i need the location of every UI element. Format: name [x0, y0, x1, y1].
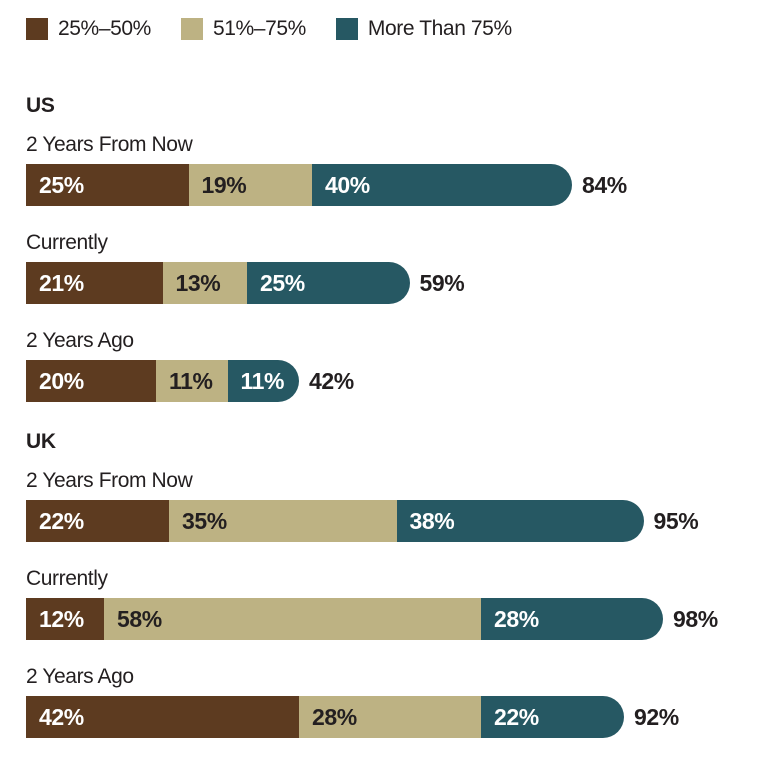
bar-segment-more-than-75: 22% [481, 696, 624, 738]
legend-item-more-than-75: More Than 75% [335, 17, 512, 40]
segment-value-label: 22% [39, 507, 84, 534]
legend-swatch-51-75-icon [180, 18, 203, 40]
total-value-label: 84% [582, 171, 627, 198]
bar-segment-25-50: 20% [26, 360, 156, 402]
bar-segment-25-50: 42% [26, 696, 299, 738]
bar-row-label: 2 Years Ago [26, 329, 134, 352]
stacked-bar: 25% 19% 40% [26, 164, 572, 206]
segment-value-label: 40% [325, 171, 370, 198]
bar-row-uk-currently: Currently 12% 58% 28% 98% [26, 567, 767, 640]
bar-row-us-2-years-from-now: 2 Years From Now 25% 19% 40% 84% [26, 133, 767, 206]
segment-value-label: 21% [39, 269, 84, 296]
stacked-bar-chart: 25%–50% 51%–75% More Than 75% US 2 Years… [26, 0, 767, 738]
bar-row-us-currently: Currently 21% 13% 25% 59% [26, 231, 767, 304]
bar-row-label: 2 Years Ago [26, 665, 134, 688]
bar-segment-51-75: 58% [104, 598, 481, 640]
bar-segment-more-than-75: 25% [247, 262, 410, 304]
legend-swatch-more-than-75-icon [335, 18, 358, 40]
segment-value-label: 12% [39, 605, 84, 632]
stacked-bar: 22% 35% 38% [26, 500, 644, 542]
bar-row-label: 2 Years From Now [26, 469, 193, 492]
bar-segment-51-75: 35% [169, 500, 397, 542]
bar-line: 42% 28% 22% 92% [26, 696, 767, 738]
segment-value-label: 25% [260, 269, 305, 296]
section-title-uk: UK [26, 430, 56, 453]
segment-value-label: 42% [39, 703, 84, 730]
section-us-rows: 2 Years From Now 25% 19% 40% 84% Currently 21%… [26, 133, 767, 402]
stacked-bar: 12% 58% 28% [26, 598, 663, 640]
total-value-label: 95% [653, 507, 699, 534]
section-us: US 2 Years From Now 25% 19% 40% 84% Currently… [26, 94, 767, 402]
segment-value-label: 22% [494, 703, 539, 730]
bar-line: 21% 13% 25% 59% [26, 262, 767, 304]
bar-segment-25-50: 22% [26, 500, 169, 542]
bar-segment-25-50: 21% [26, 262, 163, 304]
segment-value-label: 19% [201, 171, 247, 198]
segment-value-label: 11% [169, 367, 213, 394]
section-uk: UK 2 Years From Now 22% 35% 38% 95% Currently… [26, 430, 767, 738]
legend-item-25-50: 25%–50% [26, 18, 151, 40]
total-value-label: 98% [673, 605, 718, 632]
bar-row-label: Currently [26, 567, 108, 590]
bar-segment-more-than-75: 28% [481, 598, 663, 640]
bar-segment-51-75: 28% [299, 696, 481, 738]
section-title-us: US [26, 94, 55, 117]
bar-row-label: 2 Years From Now [26, 133, 193, 156]
segment-value-label: 28% [312, 703, 357, 730]
legend-label-more-than-75: More Than 75% [367, 17, 512, 40]
segment-value-label: 11% [240, 367, 285, 394]
bar-segment-more-than-75: 38% [396, 500, 644, 542]
total-value-label: 59% [419, 269, 465, 296]
segment-value-label: 28% [494, 605, 539, 632]
bar-segment-51-75: 13% [162, 262, 247, 304]
bar-segment-more-than-75: 40% [312, 164, 572, 206]
bar-segment-more-than-75: 11% [227, 360, 299, 402]
stacked-bar: 42% 28% 22% [26, 696, 624, 738]
legend-label-25-50: 25%–50% [58, 17, 151, 40]
bar-line: 20% 11% 11% 42% [26, 360, 767, 402]
segment-value-label: 20% [39, 367, 84, 394]
stacked-bar: 20% 11% 11% [26, 360, 299, 402]
section-uk-rows: 2 Years From Now 22% 35% 38% 95% Currently 12%… [26, 469, 767, 738]
segment-value-label: 58% [117, 605, 162, 632]
bar-segment-25-50: 25% [26, 164, 189, 206]
total-value-label: 42% [309, 367, 354, 394]
legend: 25%–50% 51%–75% More Than 75% [26, 0, 767, 40]
bar-line: 22% 35% 38% 95% [26, 500, 767, 542]
bar-segment-25-50: 12% [26, 598, 104, 640]
bar-line: 12% 58% 28% 98% [26, 598, 767, 640]
legend-swatch-25-50-icon [26, 18, 48, 40]
segment-value-label: 38% [409, 507, 455, 534]
bar-row-uk-2-years-from-now: 2 Years From Now 22% 35% 38% 95% [26, 469, 767, 542]
bar-line: 25% 19% 40% 84% [26, 164, 767, 206]
bar-segment-51-75: 11% [156, 360, 228, 402]
total-value-label: 92% [634, 703, 679, 730]
stacked-bar: 21% 13% 25% [26, 262, 410, 304]
segment-value-label: 13% [175, 269, 221, 296]
bar-row-us-2-years-ago: 2 Years Ago 20% 11% 11% 42% [26, 329, 767, 402]
legend-item-51-75: 51%–75% [180, 17, 306, 40]
bar-row-label: Currently [26, 231, 108, 254]
segment-value-label: 25% [39, 171, 84, 198]
legend-label-51-75: 51%–75% [212, 17, 306, 40]
bar-row-uk-2-years-ago: 2 Years Ago 42% 28% 22% 92% [26, 665, 767, 738]
bar-segment-51-75: 19% [188, 164, 312, 206]
segment-value-label: 35% [182, 507, 227, 534]
